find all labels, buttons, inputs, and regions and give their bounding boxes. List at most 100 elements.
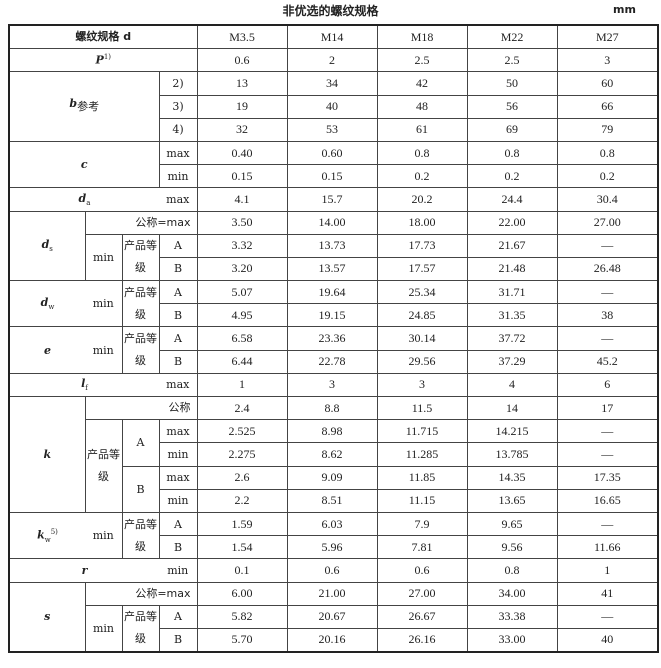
- value-cell: 0.8: [556, 140, 659, 166]
- thread-spec-table: 螺纹规格 d M3.5 M14 M18 M22 M27 P1) 0.6 2 2.5 2.5 3 b参…: [8, 24, 660, 654]
- table-row: min 产品等级 A 5.82 20.67 26.67 33.38—: [9, 604, 659, 653]
- min-label: min: [158, 442, 198, 467]
- table-row: B 1.54 5.96 7.81 9.56 11.66: [9, 535, 659, 560]
- value-cell: 6.03: [286, 511, 378, 537]
- value-cell: 53: [286, 117, 378, 142]
- table-row: 4) 32 53 61 69 79: [9, 117, 659, 142]
- value-cell: 8.62: [286, 442, 378, 467]
- max-label: max: [159, 372, 198, 398]
- value-cell: 14.35: [466, 465, 558, 490]
- min-label: min: [85, 326, 123, 374]
- value-cell: 61: [376, 117, 468, 142]
- table-row: b参考 2) 13 34 42 50 60: [8, 71, 659, 142]
- table-row: min 产品等级 A 3.32 13.73 17.73 21.67—: [9, 233, 659, 282]
- table-row: B 6.44 22.78 29.56 37.29 45.2: [9, 349, 659, 374]
- value-cell: 11.15: [376, 488, 468, 513]
- value-cell: 14: [466, 395, 558, 421]
- max-label: max: [158, 419, 198, 444]
- value-cell: 7.81: [376, 535, 468, 560]
- value-cell: 30.14: [376, 326, 468, 351]
- value-cell: 2.5: [376, 48, 468, 73]
- spec-header: 螺纹规格 d: [8, 24, 198, 50]
- value-cell: 0.2: [466, 164, 558, 189]
- value-cell: 22.00: [466, 210, 558, 235]
- value-cell: 26.16: [376, 627, 468, 653]
- value-cell: 17.73: [376, 233, 468, 258]
- value-cell: 42: [376, 71, 468, 96]
- table-row: 3) 19 40 48 56 66: [9, 94, 659, 119]
- value-cell: 25.34: [376, 280, 468, 305]
- value-cell: 30.4: [556, 187, 659, 212]
- value-cell: 0.2: [556, 164, 659, 189]
- note-label: 4): [158, 117, 198, 142]
- value-cell: 31.71: [466, 280, 558, 305]
- value-cell: 37.72: [466, 326, 558, 351]
- value-cell: 13.785: [466, 442, 558, 467]
- value-cell: 31.35: [466, 303, 558, 328]
- value-cell: 2.5: [466, 48, 558, 73]
- column-header: M14: [286, 24, 378, 50]
- value-cell: 17.57: [376, 256, 468, 282]
- value-cell: 14.00: [286, 210, 378, 235]
- grade-label: 产品等级: [121, 280, 160, 328]
- value-cell: 9.56: [466, 535, 558, 560]
- k-label: k: [8, 396, 86, 513]
- value-cell: 2: [286, 48, 378, 73]
- value-cell: 79: [556, 117, 659, 142]
- value-cell: 38: [556, 303, 659, 328]
- column-header: M27: [556, 24, 659, 50]
- note-label: 3): [158, 94, 198, 119]
- table-row: k 公称 2.4 8.8 11.5 14 17: [8, 395, 659, 513]
- min-label: min: [85, 511, 123, 560]
- value-cell: 6: [556, 372, 659, 398]
- value-cell: 5.96: [286, 535, 378, 560]
- min-label: min: [158, 164, 198, 189]
- value-cell: 4: [466, 372, 558, 398]
- table-row: s 公称=max 6.00 21.00 27.00 34.00 41: [8, 581, 659, 653]
- value-cell: 6.58: [196, 326, 288, 351]
- value-cell: 29.56: [376, 349, 468, 374]
- grade-b: B: [158, 349, 198, 374]
- value-cell: 26.48: [556, 256, 659, 282]
- value-cell: 26.67: [376, 604, 468, 629]
- column-header: M3.5: [196, 24, 288, 50]
- column-header: M22: [466, 24, 558, 50]
- value-cell: 3: [376, 372, 468, 398]
- value-cell: 0.15: [196, 164, 288, 189]
- value-cell: 21.00: [286, 581, 378, 606]
- table-row: min 0.15 0.15 0.2 0.2 0.2: [9, 164, 659, 189]
- note-label: 2): [158, 71, 198, 96]
- value-cell: —: [556, 326, 659, 351]
- value-cell: 0.40: [196, 140, 288, 166]
- grade-b: B: [121, 465, 160, 513]
- value-cell: 6.00: [196, 581, 288, 606]
- table-row: e min 产品等级 A 6.58 23.36 30.14 37.72—: [8, 326, 659, 374]
- value-cell: 22.78: [286, 349, 378, 374]
- value-cell: 41: [556, 581, 659, 606]
- value-cell: 3: [556, 48, 659, 73]
- value-cell: 5.82: [196, 604, 288, 629]
- pitch-label: P1): [8, 48, 198, 73]
- s-label: s: [8, 581, 86, 653]
- value-cell: 11.285: [376, 442, 468, 467]
- r-label: r: [8, 558, 159, 583]
- column-header: M18: [376, 24, 468, 50]
- value-cell: —: [556, 511, 659, 537]
- value-cell: 56: [466, 94, 558, 119]
- table-row: lf max 1 3 3 4 6: [8, 372, 659, 398]
- max-label: max: [159, 187, 198, 212]
- value-cell: 8.51: [286, 488, 378, 513]
- value-cell: 33.38: [466, 604, 558, 629]
- value-cell: 32: [196, 117, 288, 142]
- value-cell: 1: [196, 372, 288, 398]
- table-row: r min 0.1 0.6 0.6 0.8 1: [8, 558, 659, 583]
- value-cell: 34: [286, 71, 378, 96]
- nominal-max-label: 公称=max: [84, 581, 198, 606]
- value-cell: —: [556, 280, 659, 305]
- max-label: max: [158, 140, 198, 166]
- table-row: kw5) min 产品等级 A 1.59 6.03 7.9 9.65—: [8, 511, 659, 560]
- value-cell: 37.29: [466, 349, 558, 374]
- value-cell: —: [556, 604, 659, 629]
- value-cell: 34.00: [466, 581, 558, 606]
- value-cell: 66: [556, 94, 659, 119]
